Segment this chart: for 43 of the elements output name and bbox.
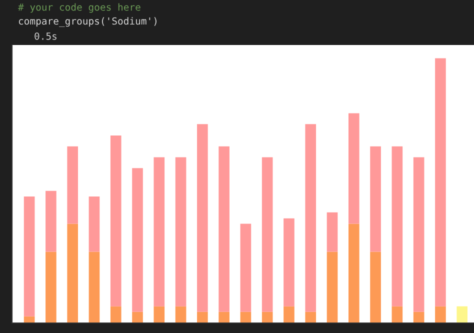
bar xyxy=(46,252,56,323)
bar xyxy=(175,157,186,306)
bar xyxy=(284,218,294,306)
bar xyxy=(435,58,446,306)
bar xyxy=(67,146,78,224)
bar xyxy=(46,190,56,252)
bar xyxy=(326,252,338,323)
bar xyxy=(132,168,143,312)
bar xyxy=(326,212,338,252)
bar xyxy=(413,312,424,323)
bar xyxy=(197,312,208,323)
bar xyxy=(24,196,35,316)
text: compare_groups('Sodium') xyxy=(18,17,156,27)
text: 0.5s xyxy=(34,32,56,40)
bar xyxy=(110,306,122,323)
bar xyxy=(392,306,403,323)
bar xyxy=(348,224,360,323)
bar xyxy=(110,136,122,306)
bar xyxy=(197,124,208,312)
bar xyxy=(370,146,381,252)
bar xyxy=(154,157,165,306)
bar xyxy=(132,312,143,323)
bar xyxy=(284,306,294,323)
bar xyxy=(370,252,381,323)
bar xyxy=(218,312,230,323)
bar xyxy=(240,312,252,323)
bar xyxy=(262,157,273,312)
bar xyxy=(218,146,230,312)
bar xyxy=(435,306,446,323)
bar xyxy=(348,113,360,224)
bar xyxy=(175,306,186,323)
bar xyxy=(67,224,78,323)
bar xyxy=(392,146,403,306)
text: # your code goes here xyxy=(18,3,140,13)
bar xyxy=(262,312,273,323)
bar xyxy=(88,252,100,323)
bar xyxy=(305,312,316,323)
bar xyxy=(154,306,165,323)
bar xyxy=(305,124,316,312)
bar xyxy=(413,157,424,312)
bar xyxy=(240,224,252,312)
bar xyxy=(456,306,468,323)
bar xyxy=(88,196,100,252)
